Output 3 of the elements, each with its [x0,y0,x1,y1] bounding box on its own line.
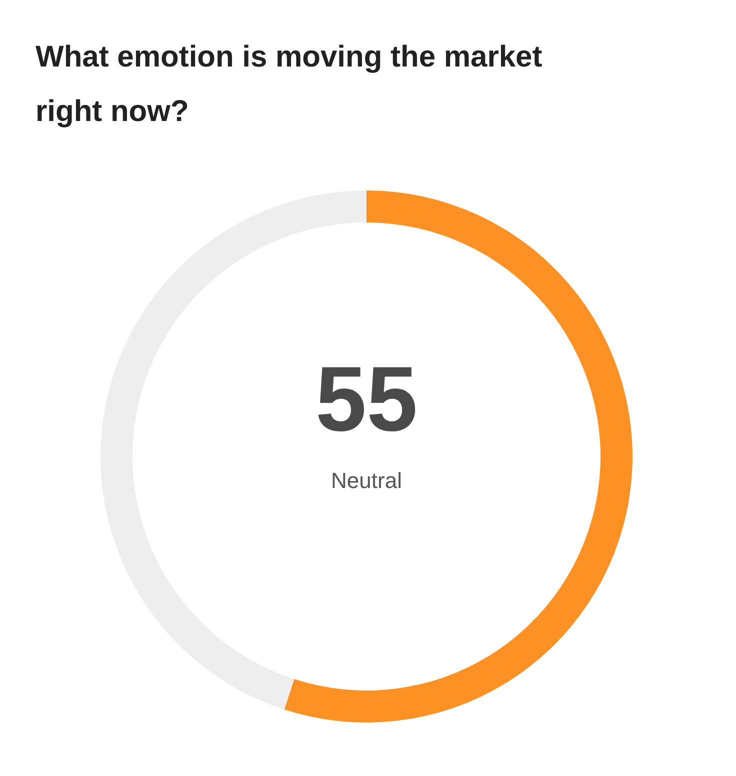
data-label: 55 [315,348,418,450]
chart-title: What emotion is moving the market right now? [36,40,542,128]
slice-label: Neutral [331,468,402,493]
